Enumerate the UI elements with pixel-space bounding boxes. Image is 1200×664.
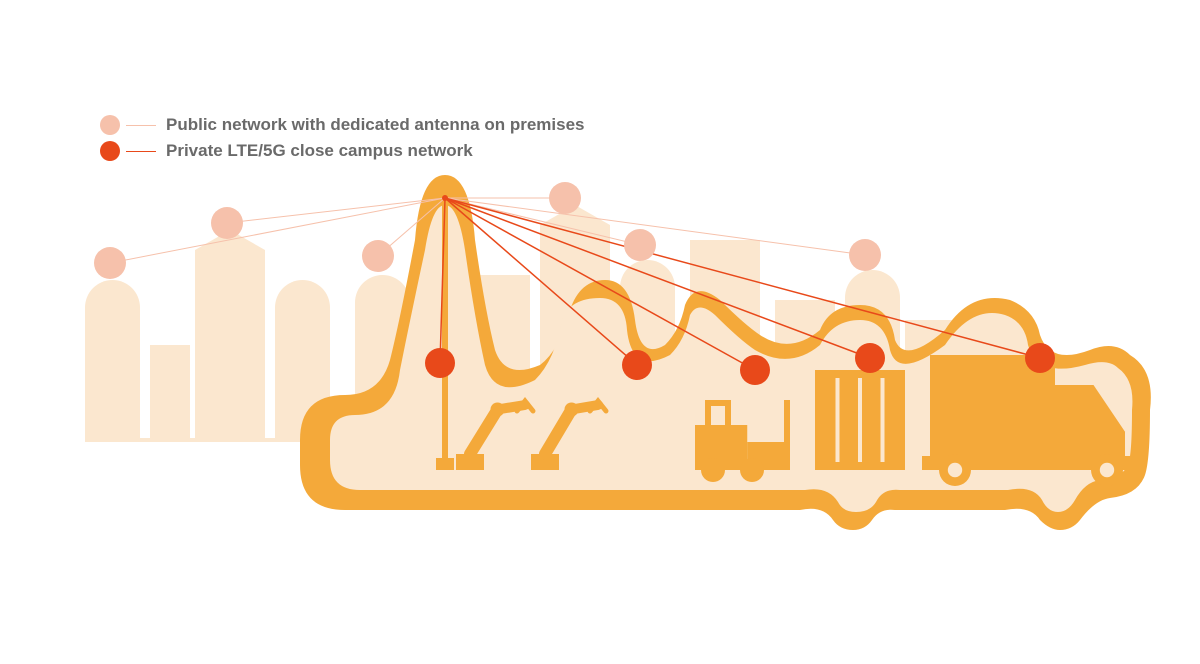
- public-node-icon: [624, 229, 656, 261]
- city-building: [85, 280, 140, 440]
- antenna-tip-icon: [442, 195, 448, 201]
- public-node-icon: [211, 207, 243, 239]
- campus-region: [300, 175, 1151, 530]
- private-node-icon: [622, 350, 652, 380]
- private-node-icon: [855, 343, 885, 373]
- private-node-icon: [425, 348, 455, 378]
- network-diagram: [0, 0, 1200, 664]
- public-link-line: [110, 198, 445, 263]
- private-node-icon: [1025, 343, 1055, 373]
- city-building: [195, 230, 265, 440]
- private-node-icon: [740, 355, 770, 385]
- public-node-icon: [849, 239, 881, 271]
- public-node-icon: [94, 247, 126, 279]
- public-node-icon: [549, 182, 581, 214]
- public-node-icon: [362, 240, 394, 272]
- city-building: [150, 345, 190, 440]
